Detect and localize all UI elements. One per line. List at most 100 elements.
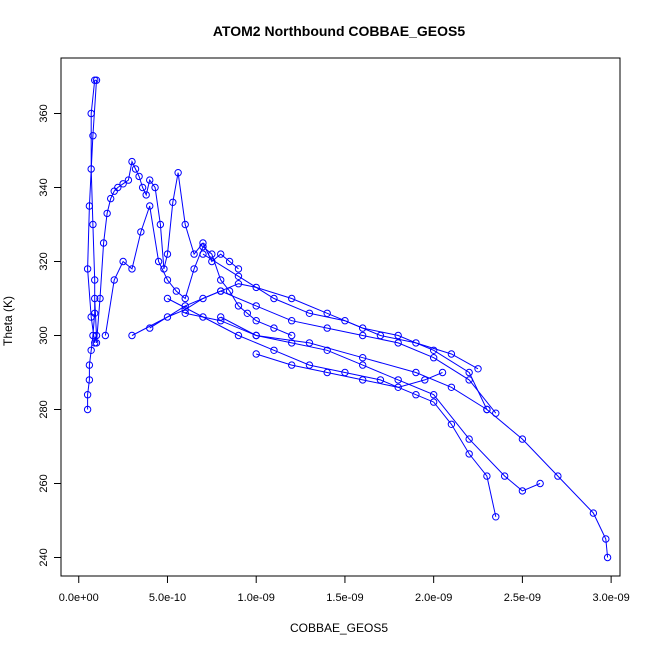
y-axis: 240 260 280 300 320 340 360 — [38, 104, 62, 567]
data-point — [492, 513, 500, 521]
data-point — [172, 287, 181, 295]
series-line-5 — [167, 298, 497, 517]
plot-frame — [60, 57, 621, 577]
data-point — [89, 331, 97, 340]
data-point — [101, 331, 110, 340]
data-point — [234, 280, 243, 288]
data-point — [602, 535, 610, 543]
data-point — [131, 165, 140, 173]
data-point — [234, 265, 243, 273]
data-point — [589, 509, 598, 517]
data-point — [287, 317, 296, 325]
data-point — [603, 553, 612, 562]
data-point — [119, 257, 127, 266]
data-point — [114, 183, 122, 192]
data-point — [151, 183, 159, 192]
x-tick-label: 0.0e+00 — [59, 592, 99, 604]
series-line-1 — [87, 79, 98, 410]
x-tick-label: 2.5e-09 — [504, 592, 541, 604]
data-point — [190, 250, 198, 258]
data-point — [270, 324, 278, 332]
y-tick-label: 280 — [38, 400, 50, 418]
data-point — [447, 350, 456, 358]
series-line-6 — [185, 312, 541, 492]
data-point — [87, 109, 95, 118]
series-line-7 — [220, 316, 609, 558]
data-point — [252, 317, 260, 325]
y-tick-label: 300 — [38, 326, 50, 344]
x-axis: 0.0e+00 5.0e-10 1.0e-09 1.5e-09 2.0e-09 2.5e-… — [59, 575, 630, 604]
data-point — [243, 309, 252, 317]
data-point — [394, 339, 402, 347]
data-point — [358, 324, 367, 332]
data-point — [138, 183, 147, 192]
data-point — [474, 365, 482, 373]
data-point — [465, 376, 473, 384]
data-point — [518, 435, 527, 443]
data-point — [208, 250, 216, 258]
data-point — [358, 354, 367, 362]
data-point — [305, 309, 314, 317]
data-point — [341, 317, 349, 325]
data-point — [199, 243, 207, 251]
data-point — [190, 265, 198, 273]
y-tick-label: 340 — [38, 178, 50, 196]
data-point — [181, 220, 189, 229]
data-point — [83, 391, 92, 399]
data-point — [89, 220, 97, 229]
series-line-9 — [256, 353, 443, 388]
x-axis-label: COBBAE_GEOS5 — [290, 621, 388, 635]
data-point — [103, 209, 111, 218]
data-point — [358, 376, 367, 384]
data-point — [270, 294, 278, 303]
data-point — [181, 309, 189, 317]
data-point — [163, 294, 172, 303]
data-point — [217, 250, 225, 258]
data-point — [483, 472, 491, 480]
data-point — [234, 302, 243, 310]
data-point — [85, 376, 94, 384]
series-line-2 — [96, 160, 239, 343]
data-point — [135, 172, 143, 181]
y-tick-label: 260 — [38, 474, 50, 492]
data-point — [252, 302, 260, 310]
data-point — [83, 405, 92, 414]
data-point — [447, 383, 456, 391]
data-point — [412, 368, 420, 377]
data-point — [87, 346, 95, 354]
data-point — [137, 228, 145, 236]
data-point — [483, 405, 491, 414]
data-point — [146, 202, 154, 210]
data-point — [429, 398, 438, 406]
data-point — [412, 391, 420, 399]
data-point — [323, 346, 331, 354]
data-point — [142, 191, 150, 199]
data-point — [234, 272, 243, 280]
data-point — [85, 202, 94, 210]
chart-title: ATOM2 Northbound COBBAE_GEOS5 — [213, 23, 465, 39]
data-point — [199, 313, 207, 321]
y-tick-label: 240 — [38, 548, 50, 566]
data-point — [287, 331, 296, 340]
data-point — [429, 391, 438, 399]
data-point — [199, 250, 207, 258]
data-point — [163, 250, 172, 258]
data-point — [270, 346, 278, 354]
data-point — [465, 368, 473, 377]
data-point — [518, 487, 527, 495]
data-point — [128, 265, 136, 273]
data-point — [128, 157, 136, 166]
data-point — [181, 294, 189, 303]
data-point — [91, 294, 99, 303]
data-point — [305, 339, 314, 347]
data-point — [217, 313, 225, 321]
x-tick-label: 1.5e-09 — [326, 592, 363, 604]
data-point — [252, 283, 260, 292]
data-point — [421, 376, 429, 384]
data-point — [163, 276, 172, 284]
data-point — [429, 346, 438, 354]
data-point — [87, 165, 95, 173]
data-point — [287, 294, 296, 303]
data-point — [169, 198, 177, 207]
